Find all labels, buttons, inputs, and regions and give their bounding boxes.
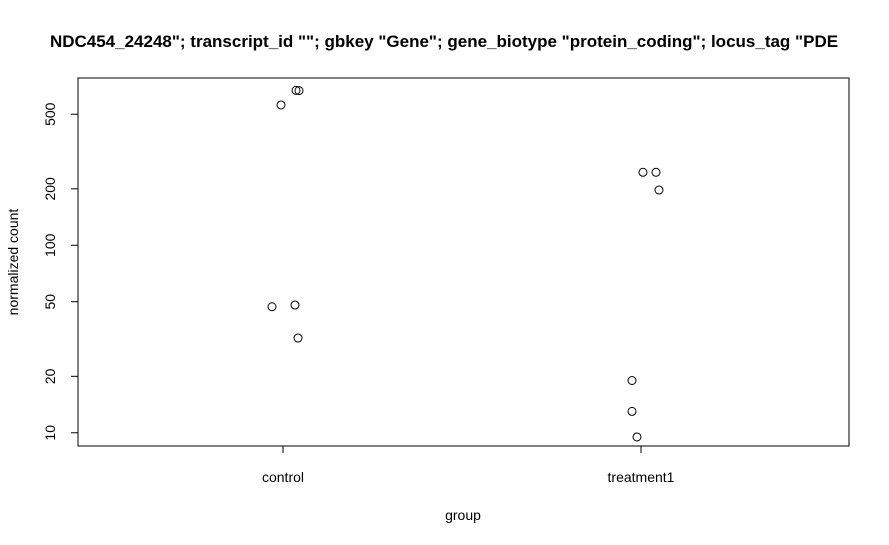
y-axis-label: normalized count [5, 209, 21, 316]
data-point [632, 432, 642, 442]
y-tick-label: 200 [42, 177, 58, 201]
y-tick-label: 500 [42, 102, 58, 126]
data-point [651, 167, 661, 177]
y-tick-label: 50 [42, 294, 58, 310]
data-point [267, 302, 277, 312]
x-tick-label: treatment1 [608, 469, 675, 485]
data-point [276, 100, 286, 110]
x-tick-label: control [262, 469, 304, 485]
y-tick-label: 20 [42, 368, 58, 384]
y-tick-label: 100 [42, 233, 58, 257]
data-point [627, 406, 637, 416]
y-axis: 10 20 50 100 200 500 [42, 102, 79, 441]
data-points [267, 85, 664, 442]
data-point [627, 376, 637, 386]
x-axis: control treatment1 [262, 445, 675, 485]
data-point [294, 86, 304, 96]
data-point [290, 300, 300, 310]
data-point [293, 333, 303, 343]
data-point [638, 167, 648, 177]
chart-title: NDC454_24248"; transcript_id ""; gbkey "… [50, 32, 838, 51]
plot-frame [77, 77, 850, 447]
x-axis-label: group [445, 507, 481, 523]
data-point [291, 85, 301, 95]
y-tick-label: 10 [42, 425, 58, 441]
data-point [654, 185, 664, 195]
